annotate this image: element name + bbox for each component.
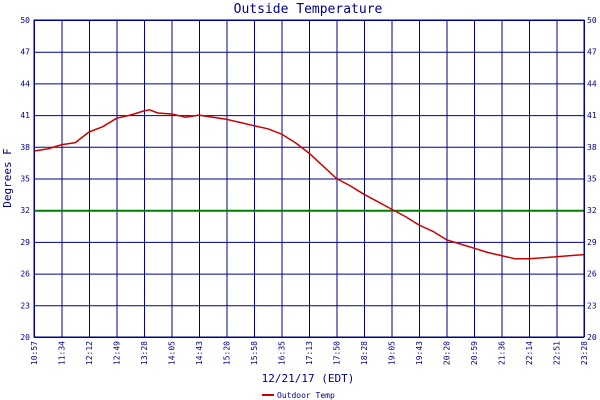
x-tick-label: 13:28 <box>140 341 149 365</box>
y-tick-label-right: 41 <box>587 111 597 120</box>
x-tick-label: 14:43 <box>195 341 204 365</box>
chart-title: Outside Temperature <box>234 2 383 17</box>
x-tick-label: 22:14 <box>525 341 534 365</box>
y-tick-label-left: 47 <box>20 48 30 57</box>
y-tick-label-left: 20 <box>20 333 30 342</box>
y-tick-label-left: 35 <box>20 175 30 184</box>
y-tick-label-left: 44 <box>20 79 30 88</box>
y-ticks-left: 20 23 26 29 32 35 38 41 44 47 50 <box>20 16 30 342</box>
x-tick-label: 10:57 <box>30 341 39 365</box>
y-ticks-right: 20 23 26 29 32 35 38 41 44 47 50 <box>587 16 597 342</box>
series-group <box>33 109 585 260</box>
x-tick-label: 15:20 <box>223 341 232 365</box>
x-tick-label: 20:20 <box>443 341 452 365</box>
x-tick-label: 19:05 <box>388 341 397 365</box>
x-tick-label: 16:35 <box>278 341 287 365</box>
grid <box>34 20 585 338</box>
x-tick-label: 15:58 <box>250 341 259 365</box>
x-ticks: 10:57 11:34 12:12 12:49 13:28 14:05 14:43 15:20… <box>30 341 589 365</box>
x-tick-label: 21:36 <box>498 341 507 365</box>
legend: Outdoor Temp <box>262 391 335 400</box>
x-tick-label: 20:59 <box>470 341 479 365</box>
y-tick-label-left: 38 <box>20 143 30 152</box>
x-tick-label: 14:05 <box>168 341 177 365</box>
x-tick-label: 22:51 <box>553 341 562 365</box>
y-tick-label-right: 47 <box>587 48 597 57</box>
x-tick-label: 17:13 <box>305 341 314 365</box>
legend-label: Outdoor Temp <box>277 391 335 400</box>
y-tick-label-left: 41 <box>20 111 30 120</box>
x-tick-label: 12:12 <box>85 341 94 365</box>
y-tick-label-right: 35 <box>587 175 597 184</box>
y-tick-label-left: 23 <box>20 301 30 310</box>
y-tick-label-right: 44 <box>587 79 597 88</box>
y-tick-label-right: 32 <box>587 206 597 215</box>
y-tick-label-left: 29 <box>20 238 30 247</box>
y-axis-label: Degrees F <box>1 148 14 208</box>
y-tick-label-right: 38 <box>587 143 597 152</box>
x-tick-label: 18:28 <box>360 341 369 365</box>
y-tick-label-right: 50 <box>587 16 597 25</box>
x-tick-label: 11:34 <box>58 341 67 365</box>
plot-frame <box>33 19 585 338</box>
y-tick-label-right: 29 <box>587 238 597 247</box>
y-tick-label-left: 32 <box>20 206 30 215</box>
y-tick-label-right: 23 <box>587 301 597 310</box>
x-tick-label: 23:28 <box>580 341 589 365</box>
y-tick-label-left: 50 <box>20 16 30 25</box>
y-tick-label-left: 26 <box>20 270 30 279</box>
series-line-outdoor-temp <box>33 109 585 260</box>
y-tick-label-right: 26 <box>587 270 597 279</box>
x-tick-label: 19:43 <box>415 341 424 365</box>
x-tick-label: 17:50 <box>333 341 342 365</box>
x-axis-label: 12/21/17 (EDT) <box>262 372 355 385</box>
y-tick-label-right: 20 <box>587 333 597 342</box>
x-tick-label: 12:49 <box>113 341 122 365</box>
